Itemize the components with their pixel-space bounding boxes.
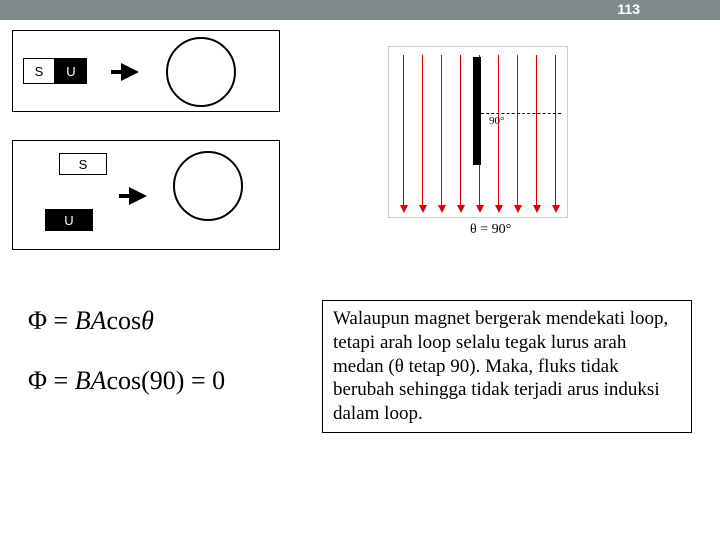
- eq1-theta: θ: [141, 306, 154, 335]
- eq2-eq: =: [47, 366, 75, 395]
- eq2-cos: cos: [106, 366, 141, 395]
- loop-1: [166, 37, 236, 107]
- explanation-box: Walaupun magnet bergerak mendekati loop,…: [322, 300, 692, 433]
- field-diagram: 90°: [388, 46, 568, 218]
- top-bar: [0, 0, 720, 20]
- diagram-1-box: S U: [12, 30, 280, 112]
- field-arrowhead: [419, 205, 427, 213]
- field-line: [460, 55, 461, 205]
- field-loop-bar: [473, 57, 481, 165]
- magnet-2-u-pole: U: [45, 209, 93, 231]
- field-normal-dashed: [481, 113, 561, 114]
- field-arrowhead: [533, 205, 541, 213]
- loop-2: [173, 151, 243, 221]
- eq2-arg: (90): [141, 366, 184, 395]
- diagram-2-box: S U: [12, 140, 280, 250]
- field-line: [517, 55, 518, 205]
- theta-equals-label: θ = 90°: [470, 222, 511, 238]
- field-line: [403, 55, 404, 205]
- explanation-text: Walaupun magnet bergerak mendekati loop,…: [333, 308, 668, 424]
- field-arrowhead: [495, 205, 503, 213]
- eq1-ba: BA: [75, 306, 107, 335]
- field-angle-label: 90°: [489, 115, 504, 127]
- eq1-eq: =: [47, 306, 75, 335]
- equation-1: Φ = BAcosθ: [28, 306, 154, 336]
- eq2-zero: = 0: [184, 366, 225, 395]
- field-arrowhead: [552, 205, 560, 213]
- field-arrowhead: [438, 205, 446, 213]
- field-arrowhead: [514, 205, 522, 213]
- field-line: [555, 55, 556, 205]
- eq1-cos: cos: [106, 306, 141, 335]
- field-line: [536, 55, 537, 205]
- magnet-1-u-pole: U: [55, 58, 87, 84]
- magnet-1: S U: [23, 58, 87, 84]
- field-arrowhead: [457, 205, 465, 213]
- page-number: 113: [617, 1, 640, 17]
- eq2-ba: BA: [75, 366, 107, 395]
- field-line: [422, 55, 423, 205]
- arrow-1: [121, 63, 139, 81]
- eq2-phi: Φ: [28, 366, 47, 395]
- field-arrowhead: [476, 205, 484, 213]
- magnet-1-s-pole: S: [23, 58, 55, 84]
- equation-2: Φ = BAcos(90) = 0: [28, 366, 225, 396]
- eq1-phi: Φ: [28, 306, 47, 335]
- field-arrowhead: [400, 205, 408, 213]
- magnet-2-s-pole: S: [59, 153, 107, 175]
- field-line: [498, 55, 499, 205]
- field-line: [441, 55, 442, 205]
- arrow-2: [129, 187, 147, 205]
